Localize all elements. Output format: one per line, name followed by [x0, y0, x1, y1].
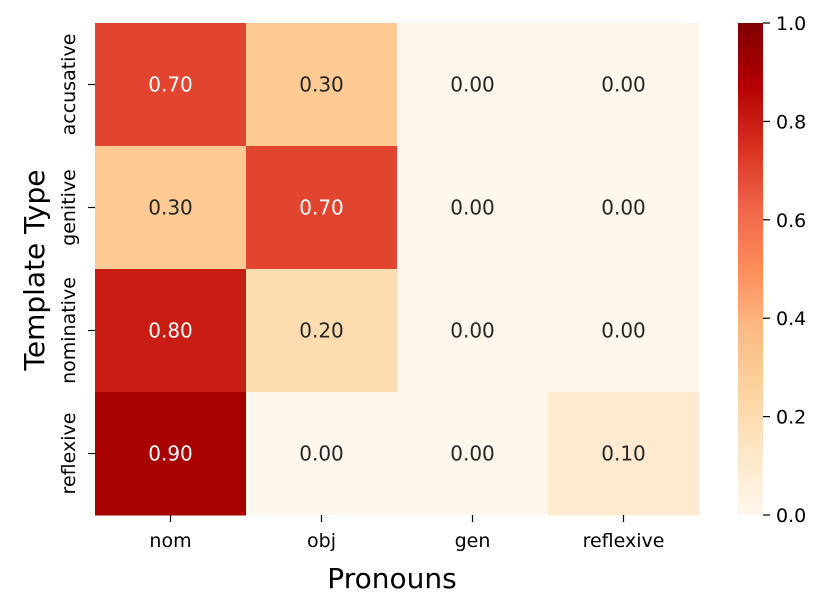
cell-genitive-nom [95, 146, 247, 270]
cell-label-genitive-reflexive: 0.00 [601, 196, 646, 220]
colorbar-tick-label: 0.6 [776, 210, 806, 232]
cell-nominative-nom [95, 269, 247, 393]
y-axis-label: Template Type [18, 170, 51, 372]
cell-label-genitive-gen: 0.00 [450, 196, 495, 220]
cell-label-reflexive-nom: 0.90 [148, 442, 193, 466]
cell-reflexive-reflexive [548, 392, 700, 516]
cell-label-reflexive-obj: 0.00 [299, 442, 344, 466]
cell-label-accusative-reflexive: 0.00 [601, 73, 646, 97]
cell-label-nominative-nom: 0.80 [148, 319, 193, 343]
cell-reflexive-obj [246, 392, 398, 516]
y-tick-label-genitive: genitive [58, 169, 80, 246]
y-tick-label-accusative: accusative [58, 34, 80, 136]
cell-label-reflexive-reflexive: 0.10 [601, 442, 646, 466]
cell-nominative-gen [397, 269, 549, 393]
cell-genitive-obj [246, 146, 398, 270]
x-tick-label-nom: nom [149, 530, 191, 552]
cell-genitive-gen [397, 146, 549, 270]
y-tick-label-reflexive: reflexive [58, 413, 80, 495]
colorbar: 0.0 0.2 0.4 0.6 0.8 1.0 [738, 13, 806, 527]
cell-nominative-reflexive [548, 269, 700, 393]
cell-label-genitive-nom: 0.30 [148, 196, 193, 220]
x-axis: nom obj gen reflexive [149, 515, 664, 552]
cell-label-accusative-nom: 0.70 [148, 73, 193, 97]
cell-label-nominative-gen: 0.00 [450, 319, 495, 343]
colorbar-gradient [738, 23, 763, 515]
colorbar-tick-label: 0.4 [776, 308, 806, 330]
colorbar-tick-label: 0.2 [776, 407, 806, 429]
colorbar-tick-label: 0.0 [776, 505, 806, 527]
cell-accusative-obj [246, 23, 398, 147]
cell-label-reflexive-gen: 0.00 [450, 442, 495, 466]
cell-reflexive-gen [397, 392, 549, 516]
heatmap-cells [95, 23, 700, 516]
x-axis-label: Pronouns [327, 562, 456, 595]
cell-label-accusative-gen: 0.00 [450, 73, 495, 97]
x-tick-label-obj: obj [307, 530, 336, 552]
cell-accusative-reflexive [548, 23, 700, 147]
cell-accusative-nom [95, 23, 247, 147]
x-tick-label-gen: gen [455, 530, 491, 552]
cell-nominative-obj [246, 269, 398, 393]
cell-accusative-gen [397, 23, 549, 147]
cell-genitive-reflexive [548, 146, 700, 270]
y-axis: accusative genitive nominative reflexive [58, 34, 95, 495]
cell-label-genitive-obj: 0.70 [299, 196, 344, 220]
y-tick-label-nominative: nominative [58, 277, 80, 384]
colorbar-tick-label: 0.8 [776, 111, 806, 133]
cell-label-nominative-obj: 0.20 [299, 319, 344, 343]
cell-label-accusative-obj: 0.30 [299, 73, 344, 97]
cell-value-labels: 0.70 0.30 0.00 0.00 0.30 0.70 0.00 0.00 0.80 0.20… [148, 73, 646, 466]
cell-reflexive-nom [95, 392, 247, 516]
cell-label-nominative-reflexive: 0.00 [601, 319, 646, 343]
colorbar-tick-label: 1.0 [776, 13, 806, 35]
x-tick-label-reflexive: reflexive [583, 530, 665, 552]
